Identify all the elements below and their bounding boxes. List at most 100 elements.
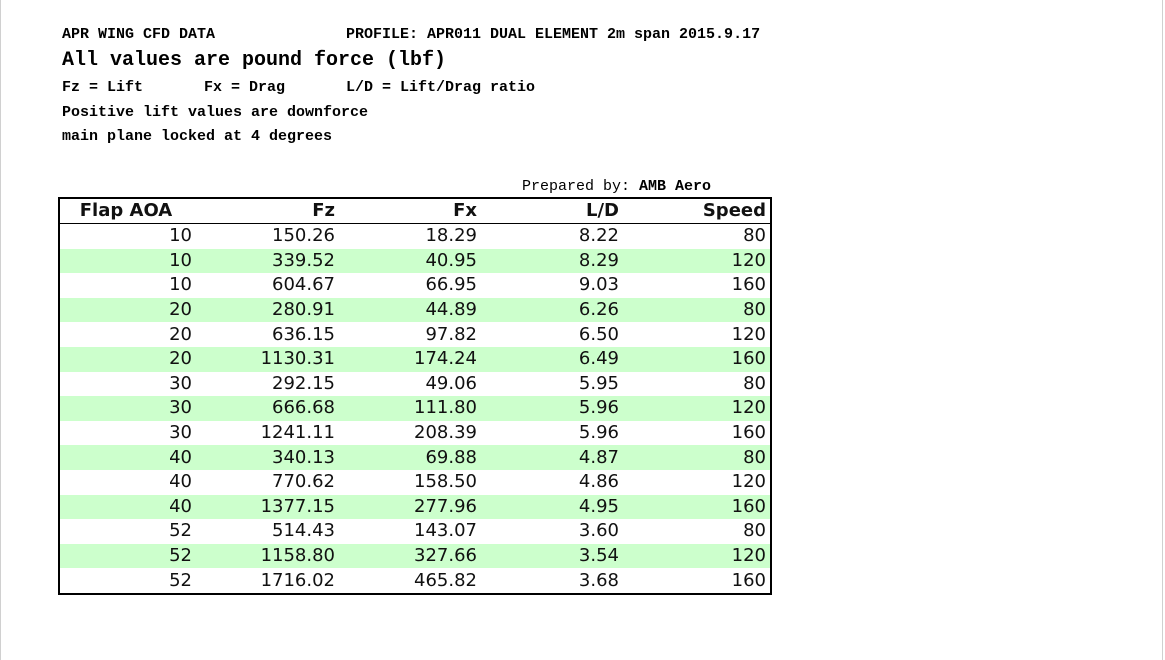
table-cell: 160 [731,422,766,444]
table-row: 40 340.13 69.88 4.87 80 [59,445,771,470]
table-cell: 1241.11 [260,422,335,444]
table-row: 30 292.15 49.06 5.95 80 [59,372,771,397]
table-cell: 150.26 [272,225,335,247]
table-cell: 770.62 [272,471,335,493]
table-cell: 339.52 [196,248,339,274]
table-cell: 69.88 [339,445,481,470]
table-cell: 1377.15 [196,494,339,520]
table-cell: 666.68 [196,396,339,421]
prepared: Prepared by: AMB Aero [522,178,711,195]
table-row: 20 636.15 97.82 6.50 120 [59,322,771,347]
table-cell: 80 [623,445,771,470]
table-row: 40 1377.15 277.96 4.95 160 [59,494,771,520]
table-cell: 280.91 [196,297,339,323]
table-cell: 514.43 [272,520,335,542]
table-cell: 10 [59,248,196,274]
legend-item: L/D = Lift/Drag ratio [346,79,536,96]
table-cell: 158.50 [414,471,477,493]
prepared-by: AMB Aero [639,178,712,195]
data-table: Flap AOA Fz Fx L/D Speed 10 150.26 18.29 8.22 80… [58,197,772,595]
table-cell: 80 [743,520,766,542]
table-cell: 4.86 [578,471,619,493]
table-cell: 20 [169,323,192,345]
note: main plane locked at 4 degrees [62,128,333,145]
table-cell: 5.96 [481,396,623,421]
table-row: 20 1130.31 174.24 6.49 160 [59,346,771,372]
table-row: 30 1241.11 208.39 5.96 160 [59,421,771,446]
table-cell: 5.95 [578,372,619,394]
table-cell: 277.96 [339,494,481,520]
table-row: 10 604.67 66.95 9.03 160 [59,273,771,298]
table-cell: 292.15 [272,372,335,394]
table-cell: 3.54 [481,543,623,569]
table-cell: 40.95 [339,248,481,274]
table-cell: 80 [743,372,766,394]
table-cell: 160 [623,346,771,372]
table-cell: 208.39 [414,422,477,444]
table-cell: 52 [169,520,192,542]
table-cell: 10 [169,274,192,296]
table-cell: 30 [169,372,192,394]
table-cell: 66.95 [425,274,477,296]
column-header: Flap AOA [59,198,196,224]
table-cell: 111.80 [339,396,481,421]
table-cell: 120 [623,248,771,274]
table-cell: 20 [59,297,196,323]
table-cell: 44.89 [339,297,481,323]
table-cell: 143.07 [414,520,477,542]
table-cell: 6.49 [481,346,623,372]
table-cell: 6.50 [578,323,619,345]
table-row: 40 770.62 158.50 4.86 120 [59,470,771,495]
column-header: Speed [623,198,771,224]
table-cell: 52 [169,569,192,591]
table-cell: 40 [59,494,196,520]
header-row: Flap AOA Fz Fx L/D Speed [59,198,771,224]
table-cell: 636.15 [272,323,335,345]
profile: PROFILE: APR011 DUAL ELEMENT 2m span 201… [346,26,761,43]
table-cell: 6.26 [481,297,623,323]
table-row: 52 1158.80 327.66 3.54 120 [59,543,771,569]
table-cell: 3.60 [578,520,619,542]
column-header: Fz [196,198,339,224]
table-cell: 174.24 [339,346,481,372]
table-cell: 1716.02 [260,569,335,591]
column-header: Fx [339,198,481,224]
table-row: 10 339.52 40.95 8.29 120 [59,248,771,274]
table-cell: 3.68 [578,569,619,591]
table-row: 30 666.68 111.80 5.96 120 [59,396,771,421]
table-cell: 1158.80 [196,543,339,569]
table-cell: 40 [169,471,192,493]
table-cell: 120 [731,323,766,345]
title: APR WING CFD DATA [62,26,216,43]
table-cell: 160 [731,569,766,591]
table-row: 52 514.43 143.07 3.60 80 [59,519,771,544]
table-cell: 40 [59,445,196,470]
table-cell: 49.06 [425,372,477,394]
table-row: 10 150.26 18.29 8.22 80 [59,224,771,249]
table-cell: 52 [59,543,196,569]
table-cell: 120 [731,471,766,493]
prepared-label: Prepared by: [522,178,631,195]
column-header: L/D [481,198,623,224]
legend-item: Fx = Drag [204,79,286,96]
table-cell: 8.29 [481,248,623,274]
table-cell: 97.82 [425,323,477,345]
table-cell: 10 [169,225,192,247]
table-cell: 30 [59,396,196,421]
table-cell: 80 [623,297,771,323]
table-cell: 8.22 [578,225,619,247]
note: Positive lift values are downforce [62,104,369,121]
table-cell: 604.67 [272,274,335,296]
table-row: 20 280.91 44.89 6.26 80 [59,297,771,323]
table-cell: 1130.31 [196,346,339,372]
legend-item: Fz = Lift [62,79,144,96]
table-cell: 465.82 [414,569,477,591]
table-cell: 4.87 [481,445,623,470]
table-cell: 327.66 [339,543,481,569]
table-cell: 4.95 [481,494,623,520]
table-cell: 20 [59,346,196,372]
table-cell: 80 [743,225,766,247]
table-cell: 340.13 [196,445,339,470]
